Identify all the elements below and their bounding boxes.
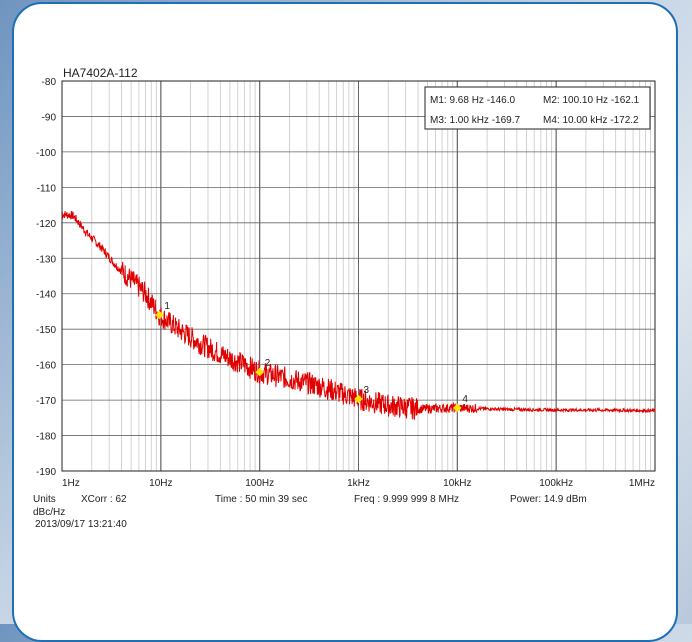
y-tick-label: -170 [36,396,56,407]
y-tick-label: -160 [36,361,56,372]
grid [61,80,656,472]
marker-label: 1 [164,301,170,312]
marker-3-readout: M3: 1.00 kHz -169.7 [430,115,520,126]
plot-frame [61,80,656,472]
x-tick-label: 100kHz [539,478,573,489]
marker-label: 2 [265,358,271,369]
x-tick-label: 10kHz [443,478,471,489]
marker-point [453,403,462,413]
x-tick-label: 100Hz [245,478,274,489]
x-tick-label: 1Hz [62,478,80,489]
marker-label: 4 [462,394,468,405]
time-readout: Time : 50 min 39 sec [215,494,307,505]
phase-noise-chart: -80 -90 -100 -110 -120 -130 -140 -150 -160 -170 -1… [33,66,656,530]
y-tick-labels: -80 -90 -100 -110 -120 -130 -140 -150 -160 -170 -1… [36,77,56,478]
x-tick-label: 10Hz [149,478,172,489]
y-tick-label: -80 [42,77,57,88]
x-tick-label: 1MHz [629,478,655,489]
y-tick-label: -100 [36,148,56,159]
unit-value: dBc/Hz [33,507,65,518]
y-tick-label: -120 [36,219,56,230]
units-label: Units [33,494,56,505]
y-tick-label: -140 [36,290,56,301]
freq-readout: Freq : 9.999 999 8 MHz [354,494,459,505]
marker-2-readout: M2: 100.10 Hz -162.1 [543,95,640,106]
xcorr-readout: XCorr : 62 [81,494,127,505]
footer-info: Units XCorr : 62 Time : 50 min 39 sec Fr… [33,494,587,530]
power-readout: Power: 14.9 dBm [510,494,587,505]
marker-point [255,367,264,377]
y-tick-label: -190 [36,467,56,478]
marker-point [155,310,164,320]
marker-label: 3 [364,385,370,396]
marker-1-readout: M1: 9.68 Hz -146.0 [430,95,515,106]
y-tick-label: -130 [36,254,56,265]
y-tick-label: -150 [36,325,56,336]
markers: 1 2 3 4 [155,301,468,413]
marker-readout-box: M1: 9.68 Hz -146.0 M2: 100.10 Hz -162.1 … [424,86,651,130]
y-tick-label: -90 [42,112,57,123]
timestamp: 2013/09/17 13:21:40 [35,519,127,530]
marker-4-readout: M4: 10.00 kHz -172.2 [543,115,639,126]
chart-title: HA7402A-112 [63,66,138,80]
y-tick-label: -110 [37,183,57,194]
x-tick-labels: 1Hz 10Hz 100Hz 1kHz 10kHz 100kHz 1MHz [62,478,655,489]
x-tick-label: 1kHz [347,478,370,489]
marker-point [354,394,363,404]
y-tick-label: -180 [36,432,56,443]
